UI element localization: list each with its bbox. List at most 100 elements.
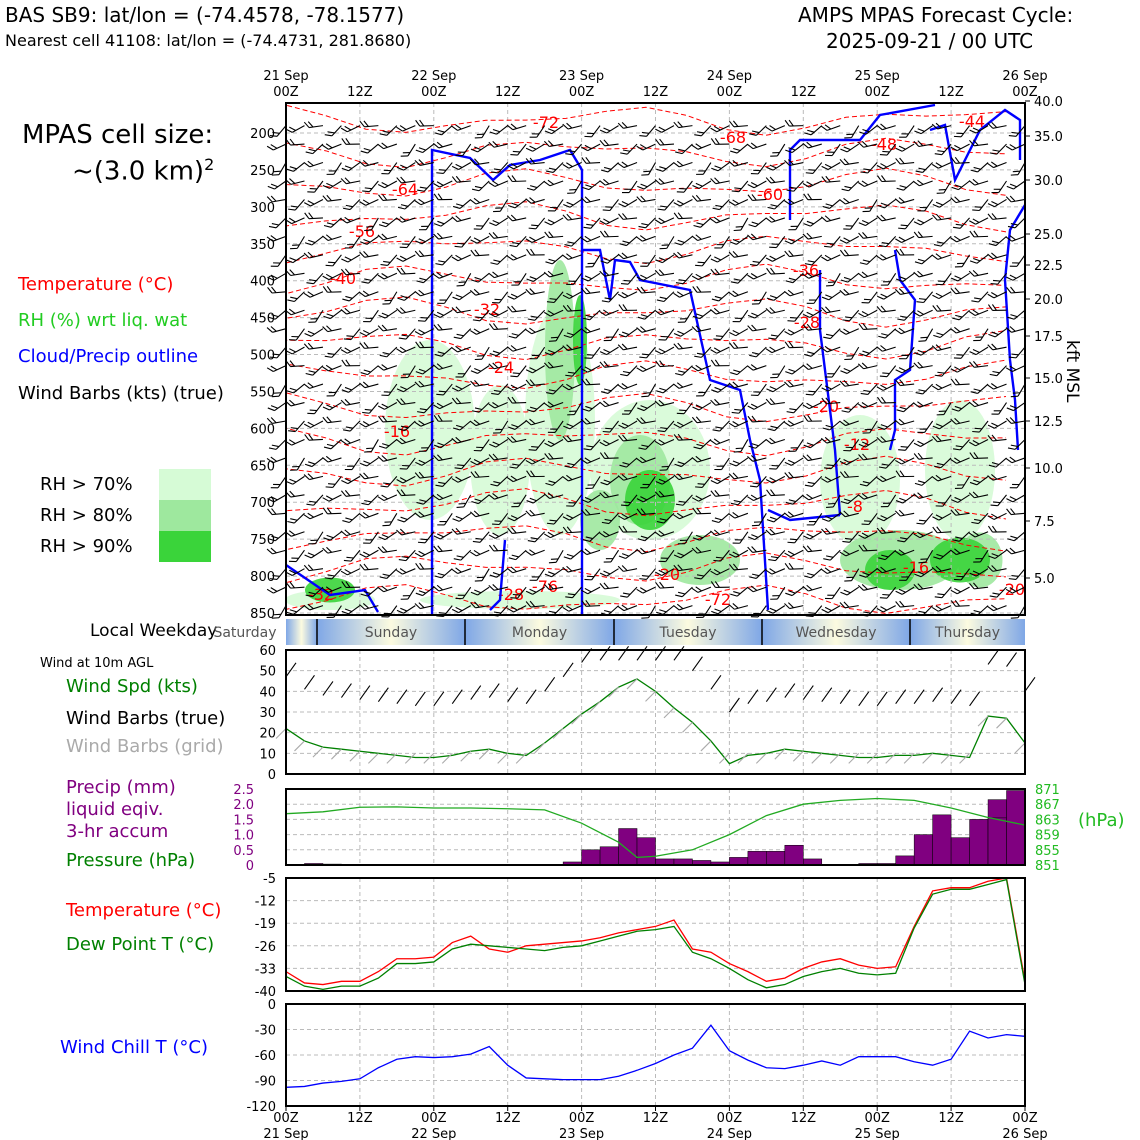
wind-barb: [859, 568, 878, 578]
weekday-name: Thursday: [934, 625, 1000, 641]
barb-staff: [938, 291, 952, 300]
barb-flag: [898, 549, 906, 555]
barb-flag: [766, 166, 774, 171]
barb-staff: [475, 198, 490, 205]
barb-staff: [883, 512, 896, 522]
cell-size-label: MPAS cell size:: [22, 120, 214, 150]
barb-flag: [973, 230, 979, 238]
barb-flag: [677, 433, 683, 441]
barb-flag: [384, 521, 392, 523]
wind-barb: [618, 420, 638, 429]
barb-flag: [913, 231, 920, 238]
barb-flag: [455, 606, 463, 612]
barb-staff: [1011, 512, 1026, 516]
barb-staff: [327, 328, 342, 333]
barb-flag: [826, 506, 834, 508]
wind-barb: [805, 605, 823, 618]
barb-staff: [735, 328, 749, 337]
wind-barb: [950, 457, 970, 464]
wind-barb: [528, 439, 546, 451]
barb-flag: [987, 515, 995, 520]
barb-staff: [789, 605, 804, 610]
barb-flag: [802, 585, 809, 592]
barb-flag: [987, 304, 993, 311]
barb-flag: [1005, 588, 1013, 594]
barb-staff: [322, 681, 334, 696]
barb-flag: [364, 229, 372, 232]
barb-flag: [563, 425, 571, 430]
barb-flag: [673, 514, 680, 520]
barb-flag: [414, 421, 422, 427]
barb-staff: [518, 494, 527, 507]
barb-flag: [769, 216, 776, 222]
wind-barb: [987, 512, 1007, 520]
barb-flag: [473, 197, 481, 204]
wind-barb: [691, 234, 712, 242]
barb-staff: [974, 494, 989, 499]
barb-staff: [604, 143, 619, 147]
wind-barb: [525, 379, 545, 387]
barb-staff: [974, 402, 989, 408]
wind-barb: [1005, 195, 1026, 203]
barb-flag: [937, 502, 946, 504]
wind-barb: [303, 342, 324, 350]
wind-barb: [506, 123, 527, 131]
barb-staff: [479, 531, 490, 543]
wind-barb: [490, 475, 509, 487]
barb-flag: [859, 352, 867, 357]
barb-flag: [936, 304, 942, 312]
wind-barb: [415, 235, 435, 245]
wind-barb: [767, 199, 786, 210]
barb-flag: [508, 204, 516, 209]
barb-flag: [471, 500, 479, 505]
barb-flag: [378, 224, 387, 228]
wind-barb: [506, 214, 527, 222]
wind-barb: [414, 289, 434, 297]
barb-flag: [289, 387, 297, 391]
barb-flag: [733, 278, 741, 281]
wind-barb: [399, 236, 416, 249]
barb-flag: [895, 601, 901, 608]
barb-flag: [696, 222, 704, 226]
wind-barb: [543, 492, 564, 500]
barb-staff: [606, 568, 619, 577]
wind-barb: [525, 157, 545, 165]
barb-flag: [492, 128, 500, 133]
bottom-hour-label: 12Z: [495, 1111, 521, 1126]
barb-staff: [623, 568, 638, 572]
barb-flag: [713, 125, 721, 131]
barb-flag: [507, 295, 515, 300]
barb-flag: [919, 428, 927, 430]
wind-barb: [802, 363, 822, 371]
wind-barb: [322, 507, 342, 515]
barb-flag: [470, 471, 476, 478]
barb-flag: [641, 444, 649, 448]
barb-staff: [1017, 383, 1026, 397]
barb-flag: [307, 603, 314, 610]
barb-flag: [495, 428, 503, 431]
wind-barb: [470, 158, 490, 166]
barb-flag: [326, 325, 333, 332]
wind-barb: [359, 120, 379, 128]
barb-flag: [675, 594, 683, 598]
barb-flag: [414, 250, 421, 257]
wind-barb: [861, 291, 878, 304]
panel-tick-label: -40: [255, 985, 276, 1000]
barb-staff: [659, 143, 675, 146]
wind-barb: [451, 527, 471, 535]
wind-barb: [379, 125, 398, 136]
barb-flag: [359, 241, 368, 245]
pressure-tick-label: 400: [250, 275, 275, 290]
barb-staff: [900, 549, 915, 556]
barb-flag: [987, 525, 993, 533]
wind-barb: [857, 180, 878, 187]
wind-barb: [636, 143, 656, 151]
barb-staff: [993, 512, 1007, 520]
barb-flag: [677, 473, 684, 480]
wind-barb: [840, 586, 860, 596]
barb-flag: [883, 502, 891, 504]
barb-staff: [943, 180, 952, 194]
barb-flag: [414, 552, 422, 558]
barb-flag: [785, 501, 794, 505]
barb-staff: [974, 180, 989, 186]
